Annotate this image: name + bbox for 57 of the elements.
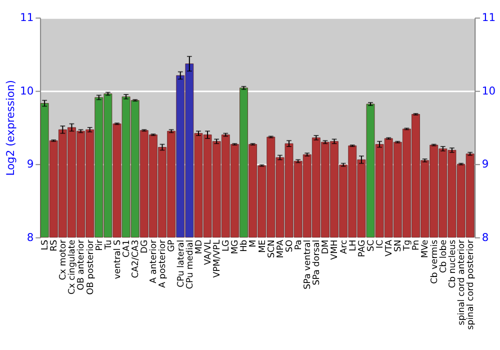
x-tick-label: SN (394, 240, 404, 252)
x-tick-label: VTA (384, 240, 395, 256)
x-tick-label: LS (40, 239, 50, 250)
x-tick-label: GP (167, 240, 178, 252)
x-tick-label: Pa (294, 240, 304, 250)
x-tick-label: spinal cord anterior (456, 239, 467, 326)
x-tick-label: PAG (357, 240, 368, 258)
x-tick-label: Cb lobe (438, 240, 449, 274)
x-tick-label: VMH (330, 240, 340, 260)
x-tick-label: Cx motor (58, 239, 69, 280)
y-axis-title: Log2 (expression) (4, 80, 18, 176)
x-tick-label: Tu (104, 240, 114, 250)
x-tick-label: VA/VL (203, 240, 214, 266)
x-tick-label: SO (284, 240, 295, 252)
x-tick-label: DG (140, 240, 150, 254)
x-tick-label: RS (50, 239, 60, 252)
x-tick-label: OB posterior (86, 239, 96, 295)
x-tick-label: A anterior (149, 239, 160, 284)
x-tick-label: OB anterior (76, 239, 87, 290)
y-tick-label: 8 (26, 230, 34, 244)
x-tick-label: MG (230, 240, 241, 254)
x-tick-label: Cb vermis (430, 239, 440, 284)
y-tick-label: 9 (26, 158, 34, 171)
x-tick-label: Cx cingulate (68, 240, 78, 294)
x-tick-label: SCN (266, 240, 277, 258)
x-tick-label: SPa dorsal (312, 240, 322, 286)
x-tick-label: Hb (240, 239, 250, 252)
x-tick-label: CA1 (122, 240, 132, 258)
x-tick-label: VPM/VPL (212, 240, 223, 278)
x-tick-label: MD (194, 240, 204, 254)
x-tick-label: MVe (420, 240, 431, 258)
x-tick-label: MPA (276, 240, 286, 258)
x-tick-label: Pir (94, 239, 105, 251)
x-tick-label: Arc (339, 240, 350, 254)
x-tick-label: CPu medial (185, 240, 196, 290)
y-tick-label: 10 (20, 84, 34, 98)
x-tick-label: CA2/CA3 (131, 240, 142, 278)
x-tick-label: Pn (412, 240, 422, 250)
x-tick-label: LH (348, 240, 358, 252)
x-tick-label: M (248, 240, 259, 248)
x-tick-label: Tg (402, 240, 413, 252)
y2-tick-label: 8 (482, 230, 489, 244)
x-tick-label: LG (222, 240, 232, 252)
x-tick-label: SC (366, 240, 376, 252)
y2-tick-label: 10 (482, 84, 496, 98)
x-tick-label: CPu lateral (176, 240, 186, 288)
y-tick-label: 11 (20, 11, 34, 24)
x-tick-label: IC (375, 240, 386, 248)
x-tick-label: SPa ventral (303, 240, 314, 290)
x-tick-label: DM (321, 240, 332, 254)
y2-tick-label: 11 (482, 11, 496, 24)
y2-tick-label: 9 (482, 158, 489, 171)
x-tick-label: ME (258, 240, 268, 253)
x-tick-label: A posterior (158, 239, 168, 288)
x-tick-label: Cb nucleus (448, 239, 458, 288)
x-tick-label: ventral S (112, 239, 123, 280)
x-tick-label: spinal cord posterior (466, 239, 476, 330)
